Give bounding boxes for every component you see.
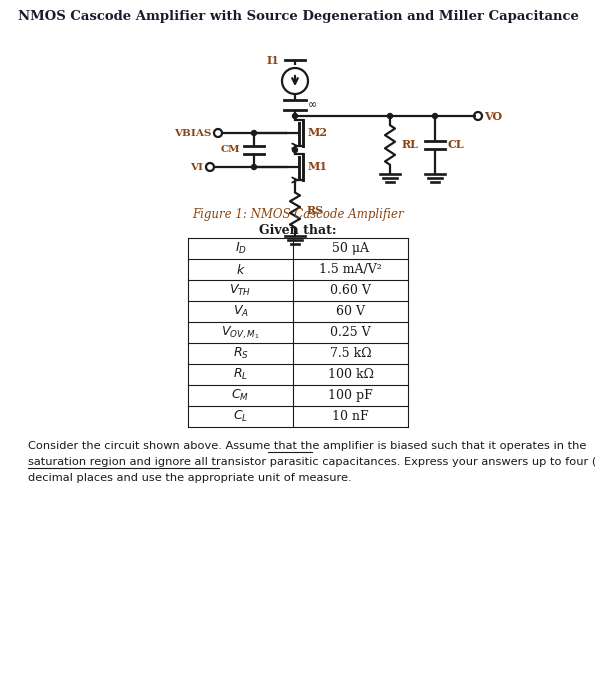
Text: ∞: ∞ [308,100,317,110]
Circle shape [433,114,437,119]
Text: $V_{TH}$: $V_{TH}$ [230,283,252,298]
Text: M1: M1 [308,161,328,172]
Text: VI: VI [190,163,203,172]
Text: 0.60 V: 0.60 V [330,284,371,297]
Text: VBIAS: VBIAS [174,128,211,138]
Circle shape [387,114,393,119]
Circle shape [252,165,256,170]
Text: $I_D$: $I_D$ [234,241,246,256]
Text: saturation region and ignore all transistor parasitic capacitances. Express your: saturation region and ignore all transis… [28,457,595,467]
Text: 10 nF: 10 nF [332,410,369,423]
Circle shape [293,114,298,119]
Text: $C_L$: $C_L$ [233,409,248,424]
Circle shape [252,131,256,135]
Text: 100 kΩ: 100 kΩ [327,368,374,381]
Text: RL: RL [402,140,419,151]
Text: 1.5 mA/V²: 1.5 mA/V² [319,263,382,276]
Circle shape [293,147,298,152]
Text: $V_A$: $V_A$ [233,304,249,319]
Text: 60 V: 60 V [336,305,365,318]
Text: decimal places and use the appropriate unit of measure.: decimal places and use the appropriate u… [28,473,352,483]
Text: $V_{OV,M_1}$: $V_{OV,M_1}$ [221,324,260,341]
Text: 7.5 kΩ: 7.5 kΩ [330,347,371,360]
Text: CL: CL [447,140,464,151]
Text: $R_S$: $R_S$ [233,346,249,361]
Text: VO: VO [484,110,502,121]
Text: Given that:: Given that: [259,224,337,237]
Text: $k$: $k$ [236,262,245,276]
Text: M2: M2 [308,128,328,138]
Text: Consider the circuit shown above. Assume that the amplifier is biased such that : Consider the circuit shown above. Assume… [28,441,587,451]
Text: CM: CM [220,145,240,154]
Text: $R_L$: $R_L$ [233,367,248,382]
Text: 0.25 V: 0.25 V [330,326,371,339]
Text: 100 pF: 100 pF [328,389,373,402]
Text: Figure 1: NMOS Cascode Amplifier: Figure 1: NMOS Cascode Amplifier [192,208,404,221]
Text: RS: RS [307,205,324,216]
Text: NMOS Cascode Amplifier with Source Degeneration and Miller Capacitance: NMOS Cascode Amplifier with Source Degen… [18,10,578,23]
Text: 50 μA: 50 μA [332,242,369,255]
Text: I1: I1 [266,55,279,66]
Text: $C_M$: $C_M$ [231,388,249,403]
